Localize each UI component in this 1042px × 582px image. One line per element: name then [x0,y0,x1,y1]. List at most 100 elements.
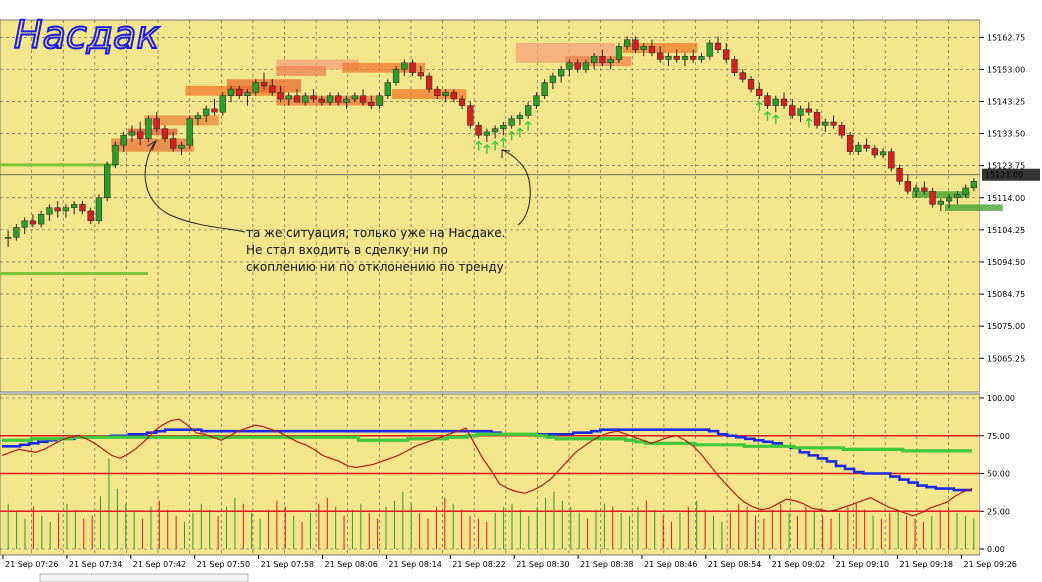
time-tick-label: 21 Sep 07:26 [5,560,58,569]
candle-body [954,194,961,199]
candle-body [351,95,358,100]
oscillator-series-line [2,428,972,492]
axis-area [980,20,1040,555]
candle-body [624,39,631,47]
osc-tick-label: 100.00 [987,394,1015,403]
up-arrow-marker [764,110,772,121]
oscillator-series-line [1,418,973,517]
candle-body [434,88,441,96]
candle-body [681,55,689,60]
candle-body [260,82,268,87]
candle-body [194,115,202,120]
candle-body [483,131,491,136]
annotation-text: та же ситуация, только уже на Насдаке. [246,226,506,240]
candle-body [962,187,969,195]
osc-tick-label: 25.00 [987,507,1010,516]
candle-body [186,118,193,146]
candle-body [805,108,812,113]
candle-body [747,79,755,90]
candle-body [756,88,763,96]
candle-body [855,144,862,152]
candle-body [376,95,383,106]
time-tick-label: 21 Sep 09:26 [964,560,1017,569]
price-zone [944,204,1003,211]
candle-body [269,85,276,93]
candle-body [120,134,127,146]
osc-tick-label: 0.00 [987,545,1005,554]
candle-body [797,108,804,116]
time-tick-label: 21 Sep 08:14 [388,560,441,569]
time-tick-label: 21 Sep 08:38 [580,560,633,569]
candle-body [591,55,598,64]
candle-body [71,204,78,208]
candle-body [657,52,664,60]
candle-body [145,118,152,139]
time-tick-label: 21 Sep 09:10 [836,560,889,569]
price-tick-label: 15094.50 [987,258,1025,267]
candle-body [302,95,309,103]
annotation-curve [144,141,246,233]
price-zone [276,59,359,70]
candle-body [491,128,499,133]
candle-body [772,98,779,106]
price-tick-label: 15075.00 [987,322,1025,331]
candle-body [863,144,870,149]
candle-body [615,46,623,60]
time-tick-label: 21 Sep 08:46 [644,560,697,569]
time-tick-label: 21 Sep 07:50 [197,560,250,569]
time-tick-label: 21 Sep 07:58 [261,560,314,569]
time-tick-label: 21 Sep 08:54 [708,560,761,569]
candle-body [879,151,887,156]
up-arrow-marker [772,114,780,125]
candle-body [574,62,581,70]
price-tick-label: 15162.75 [987,33,1025,42]
candle-body [714,42,722,50]
up-arrow-marker [805,117,813,128]
time-tick-label: 21 Sep 07:42 [133,560,186,569]
price-zone [911,191,970,198]
candle-body [38,213,45,225]
price-tick-label: 15114.00 [987,194,1025,203]
candle-body [558,69,565,77]
candle-body [104,164,111,199]
candle-body [409,62,416,73]
candle-body [310,95,317,100]
candle-body [607,59,614,64]
candle-body [904,181,911,192]
annotation-curve [501,149,531,226]
price-zone [391,89,467,100]
time-tick-label: 21 Sep 08:22 [452,560,505,569]
candle-body [4,237,12,239]
candle-body [937,200,944,205]
candle-body [731,59,738,73]
time-tick-label: 21 Sep 08:06 [325,560,378,569]
current-price-box [982,168,1040,181]
candle-body [392,69,400,83]
up-arrow-marker [483,143,491,154]
candle-body [285,95,292,100]
candle-body [13,227,20,238]
candle-body [912,187,920,192]
price-zone [276,66,326,76]
candle-body [970,181,978,189]
price-tick-label: 15153.00 [987,65,1025,74]
candle-body [723,49,730,60]
candle-body [549,75,557,83]
candle-body [830,121,837,126]
current-price-label: 15121.00 [985,171,1023,180]
candle-body [203,108,210,116]
price-tick-label: 15104.25 [987,226,1025,235]
candle-body [789,105,796,116]
osc-tick-label: 75.00 [987,432,1010,441]
candle-body [170,138,177,149]
price-tick-label: 15143.25 [987,97,1025,106]
candle-body [62,207,70,212]
price-zone [342,62,425,73]
price-tick-label: 15123.75 [987,162,1025,171]
price-zone [565,56,632,67]
candle-body [632,39,639,50]
candle-body [896,167,903,182]
candle-body [838,125,845,136]
candle-body [541,82,548,96]
candle-body [945,197,953,202]
